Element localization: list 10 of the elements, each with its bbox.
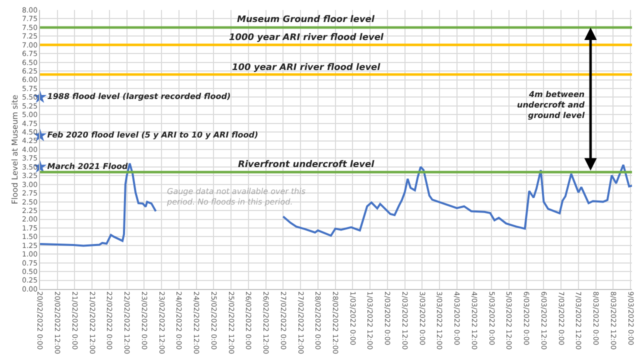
series-label: March 2021 Flood (47, 162, 128, 171)
series-label: 1988 flood level (largest recorded flood) (47, 92, 231, 102)
ref-line-label: Riverfront undercroft level (238, 160, 376, 170)
ref-line-label: Museum Ground floor level (237, 15, 376, 25)
ref-line-label: 1000 year ARI river flood level (229, 33, 384, 43)
y-axis-title: Flood Level at Museum site (10, 94, 20, 204)
series-label: Feb 2020 flood level (5 y ARI to 10 y ARI flood) (47, 130, 258, 140)
annotation: Gauge data not available over this period. No floods in this period. (166, 187, 306, 206)
annotation: 4m between undercroft and ground level (517, 90, 585, 120)
ref-line-label: 100 year ARI river flood level (232, 63, 382, 73)
